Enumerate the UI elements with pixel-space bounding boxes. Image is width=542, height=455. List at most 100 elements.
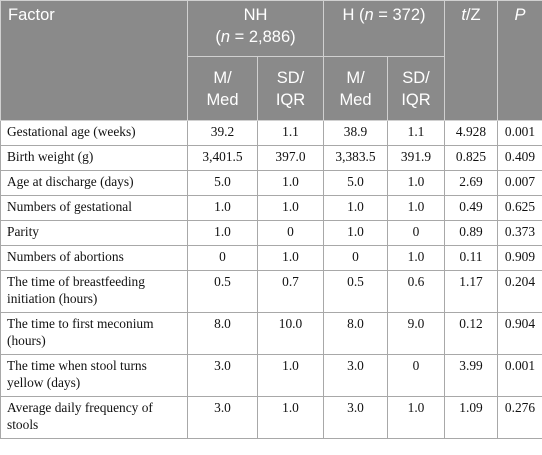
tz-cell: 0.12 <box>444 312 498 355</box>
h-sd-cell: 1.1 <box>387 120 445 146</box>
nh-mean-cell: 3.0 <box>187 396 258 439</box>
factor-cell: Average daily frequency of stools <box>0 396 188 439</box>
sub-header-line: Med <box>206 90 239 109</box>
nh-mean-cell: 0.5 <box>187 270 258 313</box>
sub-header-line: Med <box>339 90 372 109</box>
tz-cell: 0.825 <box>444 145 498 171</box>
h-n-value: = 372) <box>373 6 426 24</box>
h-sd-cell: 1.0 <box>387 170 445 196</box>
h-mean-cell: 3.0 <box>323 396 388 439</box>
tz-cell: 0.11 <box>444 245 498 271</box>
nh-mean-cell: 3.0 <box>187 354 258 397</box>
p-cell: 0.909 <box>497 245 542 271</box>
nh-sd-cell: 1.0 <box>257 170 324 196</box>
h-sd-cell: 1.0 <box>387 245 445 271</box>
h-sd-cell: 1.0 <box>387 195 445 221</box>
nh-sd-cell: 1.1 <box>257 120 324 146</box>
table-row: Birth weight (g) 3,401.5 397.0 3,383.5 3… <box>0 145 542 171</box>
sub-header-line: M/ <box>346 68 365 87</box>
factor-cell: Numbers of abortions <box>0 245 188 271</box>
h-sd-cell: 0 <box>387 354 445 397</box>
nh-mean-cell: 1.0 <box>187 220 258 246</box>
data-table: Factor NH (n = 2,886) H (n = 372) t/Z P M… <box>0 0 542 439</box>
table-row: The time when stool turns yellow (days) … <box>0 354 542 397</box>
p-cell: 0.001 <box>497 120 542 146</box>
h-sd-header: SD/IQR <box>387 56 445 121</box>
tz-cell: 3.99 <box>444 354 498 397</box>
tz-cell: 2.69 <box>444 170 498 196</box>
p-cell: 0.276 <box>497 396 542 439</box>
h-mean-cell: 5.0 <box>323 170 388 196</box>
table-header: Factor NH (n = 2,886) H (n = 372) t/Z P M… <box>0 0 542 121</box>
factor-column-header: Factor <box>0 0 188 121</box>
nh-sd-cell: 10.0 <box>257 312 324 355</box>
h-sd-cell: 1.0 <box>387 396 445 439</box>
tz-column-header: t/Z <box>444 0 498 121</box>
p-cell: 0.373 <box>497 220 542 246</box>
nh-mean-header: M/Med <box>187 56 258 121</box>
table-row: Age at discharge (days) 5.0 1.0 5.0 1.0 … <box>0 170 542 196</box>
tz-cell: 1.09 <box>444 396 498 439</box>
factor-cell: Age at discharge (days) <box>0 170 188 196</box>
tz-cell: 1.17 <box>444 270 498 313</box>
tz-cell: 0.89 <box>444 220 498 246</box>
nh-n-open: ( <box>215 28 221 46</box>
p-cell: 0.001 <box>497 354 542 397</box>
nh-n-value: = 2,886) <box>230 28 296 46</box>
sub-header-line: SD/ <box>402 68 430 87</box>
nh-sd-cell: 1.0 <box>257 245 324 271</box>
sub-header-line: IQR <box>401 90 431 109</box>
nh-sd-cell: 397.0 <box>257 145 324 171</box>
tz-z: /Z <box>465 6 481 24</box>
h-sd-cell: 0.6 <box>387 270 445 313</box>
tz-cell: 0.49 <box>444 195 498 221</box>
p-cell: 0.409 <box>497 145 542 171</box>
factor-cell: The time to first meconium (hours) <box>0 312 188 355</box>
table-row: The time to first meconium (hours) 8.0 1… <box>0 312 542 355</box>
h-mean-cell: 1.0 <box>323 195 388 221</box>
sub-header-line: M/ <box>213 68 232 87</box>
h-mean-header: M/Med <box>323 56 388 121</box>
factor-cell: Gestational age (weeks) <box>0 120 188 146</box>
nh-mean-cell: 3,401.5 <box>187 145 258 171</box>
nh-group-header: NH (n = 2,886) <box>187 0 324 57</box>
nh-mean-cell: 1.0 <box>187 195 258 221</box>
nh-mean-cell: 0 <box>187 245 258 271</box>
nh-sd-cell: 0 <box>257 220 324 246</box>
factor-cell: Numbers of gestational <box>0 195 188 221</box>
h-mean-cell: 1.0 <box>323 220 388 246</box>
h-mean-cell: 8.0 <box>323 312 388 355</box>
factor-cell: The time of breastfeeding initiation (ho… <box>0 270 188 313</box>
nh-sd-cell: 1.0 <box>257 396 324 439</box>
h-mean-cell: 0.5 <box>323 270 388 313</box>
nh-sd-header: SD/IQR <box>257 56 324 121</box>
h-group-header: H (n = 372) <box>323 0 445 57</box>
tz-cell: 4.928 <box>444 120 498 146</box>
h-label: H ( <box>342 6 365 24</box>
table-body: Gestational age (weeks) 39.2 1.1 38.9 1.… <box>0 120 542 439</box>
h-mean-cell: 3.0 <box>323 354 388 397</box>
table-row: Numbers of gestational 1.0 1.0 1.0 1.0 0… <box>0 195 542 221</box>
h-sd-cell: 9.0 <box>387 312 445 355</box>
nh-sd-cell: 0.7 <box>257 270 324 313</box>
h-sd-cell: 391.9 <box>387 145 445 171</box>
factor-cell: The time when stool turns yellow (days) <box>0 354 188 397</box>
table-row: Gestational age (weeks) 39.2 1.1 38.9 1.… <box>0 120 542 146</box>
nh-sd-cell: 1.0 <box>257 354 324 397</box>
h-sd-cell: 0 <box>387 220 445 246</box>
factor-cell: Parity <box>0 220 188 246</box>
table-row: Numbers of abortions 0 1.0 0 1.0 0.11 0.… <box>0 245 542 271</box>
p-cell: 0.007 <box>497 170 542 196</box>
p-cell: 0.204 <box>497 270 542 313</box>
nh-mean-cell: 5.0 <box>187 170 258 196</box>
p-cell: 0.904 <box>497 312 542 355</box>
p-label: P <box>514 6 526 24</box>
p-cell: 0.625 <box>497 195 542 221</box>
sub-header-line: IQR <box>275 90 306 109</box>
h-n-var: n <box>364 6 374 24</box>
sub-header-line: SD/ <box>276 68 305 87</box>
p-column-header: P <box>497 0 542 121</box>
nh-mean-cell: 8.0 <box>187 312 258 355</box>
table-row: The time of breastfeeding initiation (ho… <box>0 270 542 313</box>
h-mean-cell: 0 <box>323 245 388 271</box>
